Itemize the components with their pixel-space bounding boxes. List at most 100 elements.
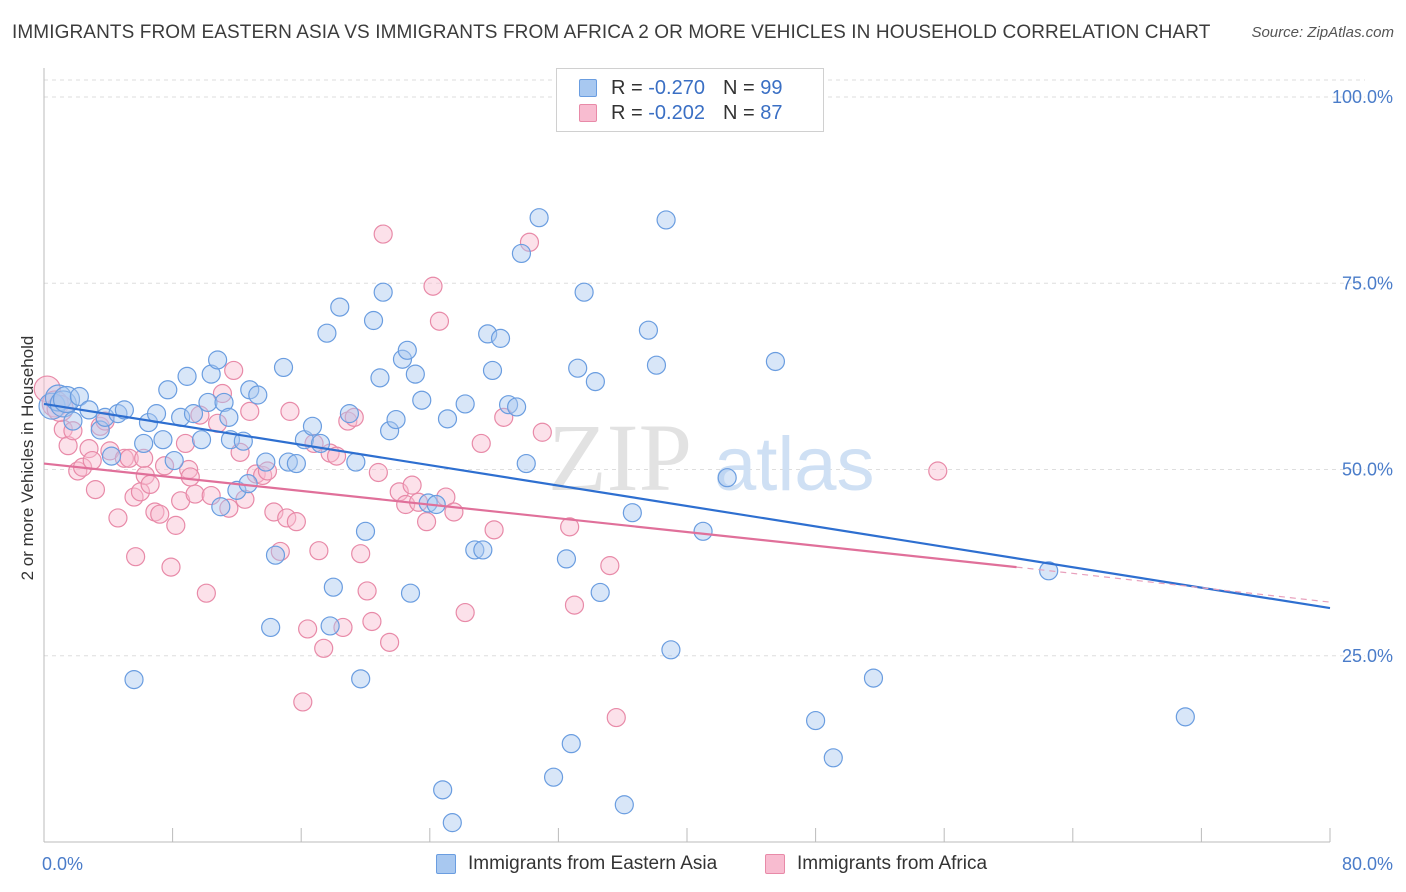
point-eastern-asia — [191, 430, 212, 450]
point-eastern-asia — [693, 521, 713, 541]
point-eastern-asia — [158, 380, 178, 400]
point-eastern-asia — [590, 582, 610, 603]
point-eastern-asia — [863, 668, 884, 688]
legend: R = -0.270 N = 99 R = -0.202 N = 87 — [556, 68, 824, 132]
point-africa — [140, 474, 160, 494]
point-africa — [108, 508, 128, 528]
point-eastern-asia — [69, 386, 89, 407]
point-eastern-asia — [717, 468, 737, 488]
x-tick-label: 80.0% — [1342, 854, 1393, 874]
point-eastern-asia — [101, 446, 122, 466]
point-eastern-asia — [63, 411, 83, 431]
point-africa — [126, 547, 146, 567]
point-eastern-asia — [543, 767, 564, 787]
y-axis-label: 2 or more Vehicles in Household — [18, 336, 37, 581]
legend-r-label: R = — [611, 101, 643, 124]
point-eastern-asia — [661, 640, 681, 660]
trend-line-africa — [43, 462, 1017, 569]
point-eastern-asia — [355, 521, 376, 541]
point-eastern-asia — [490, 328, 511, 348]
legend-row-eastern-asia: R = -0.270 N = 99 — [579, 76, 782, 100]
point-eastern-asia — [153, 430, 173, 450]
point-africa — [82, 450, 102, 471]
point-eastern-asia — [265, 545, 286, 565]
point-eastern-asia — [261, 617, 281, 638]
point-africa — [150, 504, 170, 524]
point-eastern-asia — [465, 540, 485, 560]
point-africa — [560, 517, 580, 537]
point-eastern-asia — [638, 320, 659, 340]
point-eastern-asia — [529, 208, 549, 228]
point-eastern-asia — [614, 795, 634, 815]
point-eastern-asia — [392, 349, 413, 369]
point-eastern-asia — [201, 364, 221, 384]
point-africa — [484, 520, 504, 540]
y-tick-label: 25.0% — [1342, 646, 1393, 666]
point-eastern-asia — [442, 813, 462, 833]
point-africa — [429, 311, 450, 331]
point-eastern-asia — [134, 433, 154, 454]
point-eastern-asia — [405, 364, 425, 384]
point-eastern-asia — [568, 358, 588, 378]
point-africa — [351, 544, 371, 564]
point-africa — [219, 498, 239, 518]
point-africa — [286, 512, 306, 532]
bottom-legend-eastern-asia: Immigrants from Eastern Asia — [436, 851, 717, 877]
point-eastern-asia — [380, 421, 400, 441]
y-tick-label: 75.0% — [1342, 273, 1393, 293]
point-africa — [314, 638, 334, 658]
point-eastern-asia — [1039, 561, 1059, 581]
legend-n-label: N = — [722, 76, 755, 99]
axes — [43, 68, 1331, 843]
watermark-atlas: atlas — [714, 422, 875, 507]
point-africa — [79, 439, 99, 459]
point-africa — [63, 421, 83, 441]
point-africa — [180, 467, 200, 487]
point-africa — [564, 595, 585, 615]
point-eastern-asia — [507, 397, 527, 417]
point-eastern-asia — [556, 549, 577, 569]
point-africa — [423, 276, 443, 296]
bottom-legend-swatch-africa — [765, 854, 785, 874]
point-eastern-asia — [164, 450, 184, 471]
point-eastern-asia — [511, 243, 532, 264]
point-africa — [185, 484, 205, 504]
point-eastern-asia — [433, 780, 453, 800]
point-africa — [154, 456, 175, 476]
point-eastern-asia — [765, 351, 786, 372]
point-eastern-asia — [412, 390, 432, 410]
trend-lines — [43, 402, 1331, 610]
point-eastern-asia — [183, 404, 204, 424]
point-africa — [380, 632, 400, 652]
point-africa — [224, 360, 244, 381]
point-eastern-asia — [437, 409, 458, 429]
y-tick-label: 100.0% — [1332, 87, 1393, 107]
point-eastern-asia — [386, 409, 406, 430]
point-eastern-asia — [346, 452, 366, 472]
point-africa — [532, 422, 552, 442]
point-eastern-asia — [208, 350, 228, 370]
point-eastern-asia — [370, 368, 390, 388]
point-eastern-asia — [397, 340, 417, 360]
legend-r-value: -0.202 — [648, 101, 705, 124]
tick-labels: 25.0% 50.0% 75.0% 100.0% 0.0% 80.0% — [42, 87, 1393, 874]
point-eastern-asia — [124, 669, 144, 690]
point-eastern-asia — [248, 385, 268, 405]
legend-row-africa: R = -0.202 N = 87 — [579, 101, 782, 125]
point-eastern-asia — [351, 669, 371, 689]
point-eastern-asia — [273, 357, 294, 378]
point-eastern-asia — [90, 420, 110, 440]
point-eastern-asia — [823, 748, 843, 768]
point-eastern-asia — [400, 583, 421, 603]
bottom-legend-swatch-eastern-asia — [436, 854, 456, 874]
legend-n-value: 87 — [760, 101, 783, 124]
point-africa — [124, 487, 144, 507]
source-label: Source: ZipAtlas.com — [1251, 24, 1394, 41]
point-eastern-asia — [256, 452, 276, 472]
point-africa — [298, 619, 318, 639]
point-africa — [293, 692, 313, 712]
point-africa — [494, 407, 514, 427]
watermark-zip: ZIP — [548, 404, 692, 511]
y-tick-label: 50.0% — [1342, 460, 1393, 480]
